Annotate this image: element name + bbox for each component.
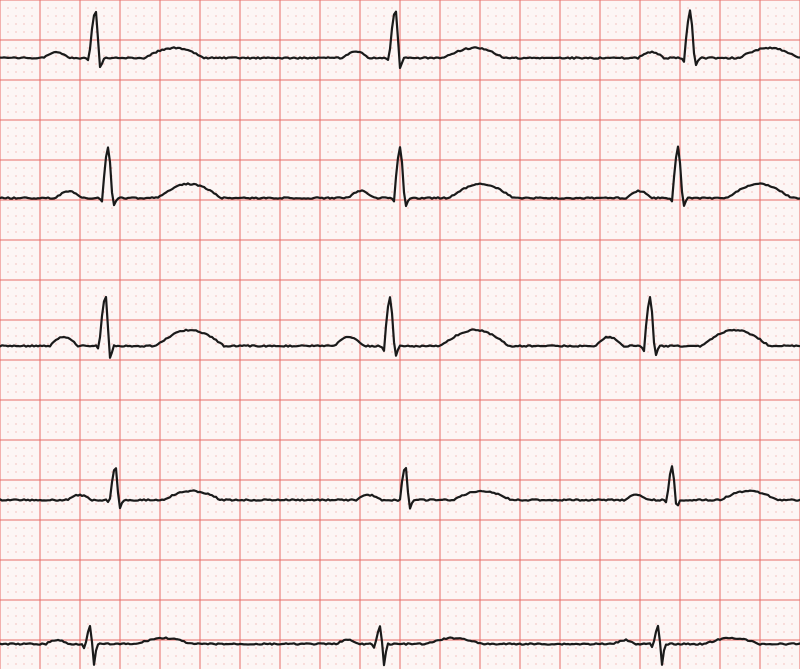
ecg-svg xyxy=(0,0,800,669)
ecg-grid xyxy=(0,0,800,669)
ecg-chart xyxy=(0,0,800,669)
